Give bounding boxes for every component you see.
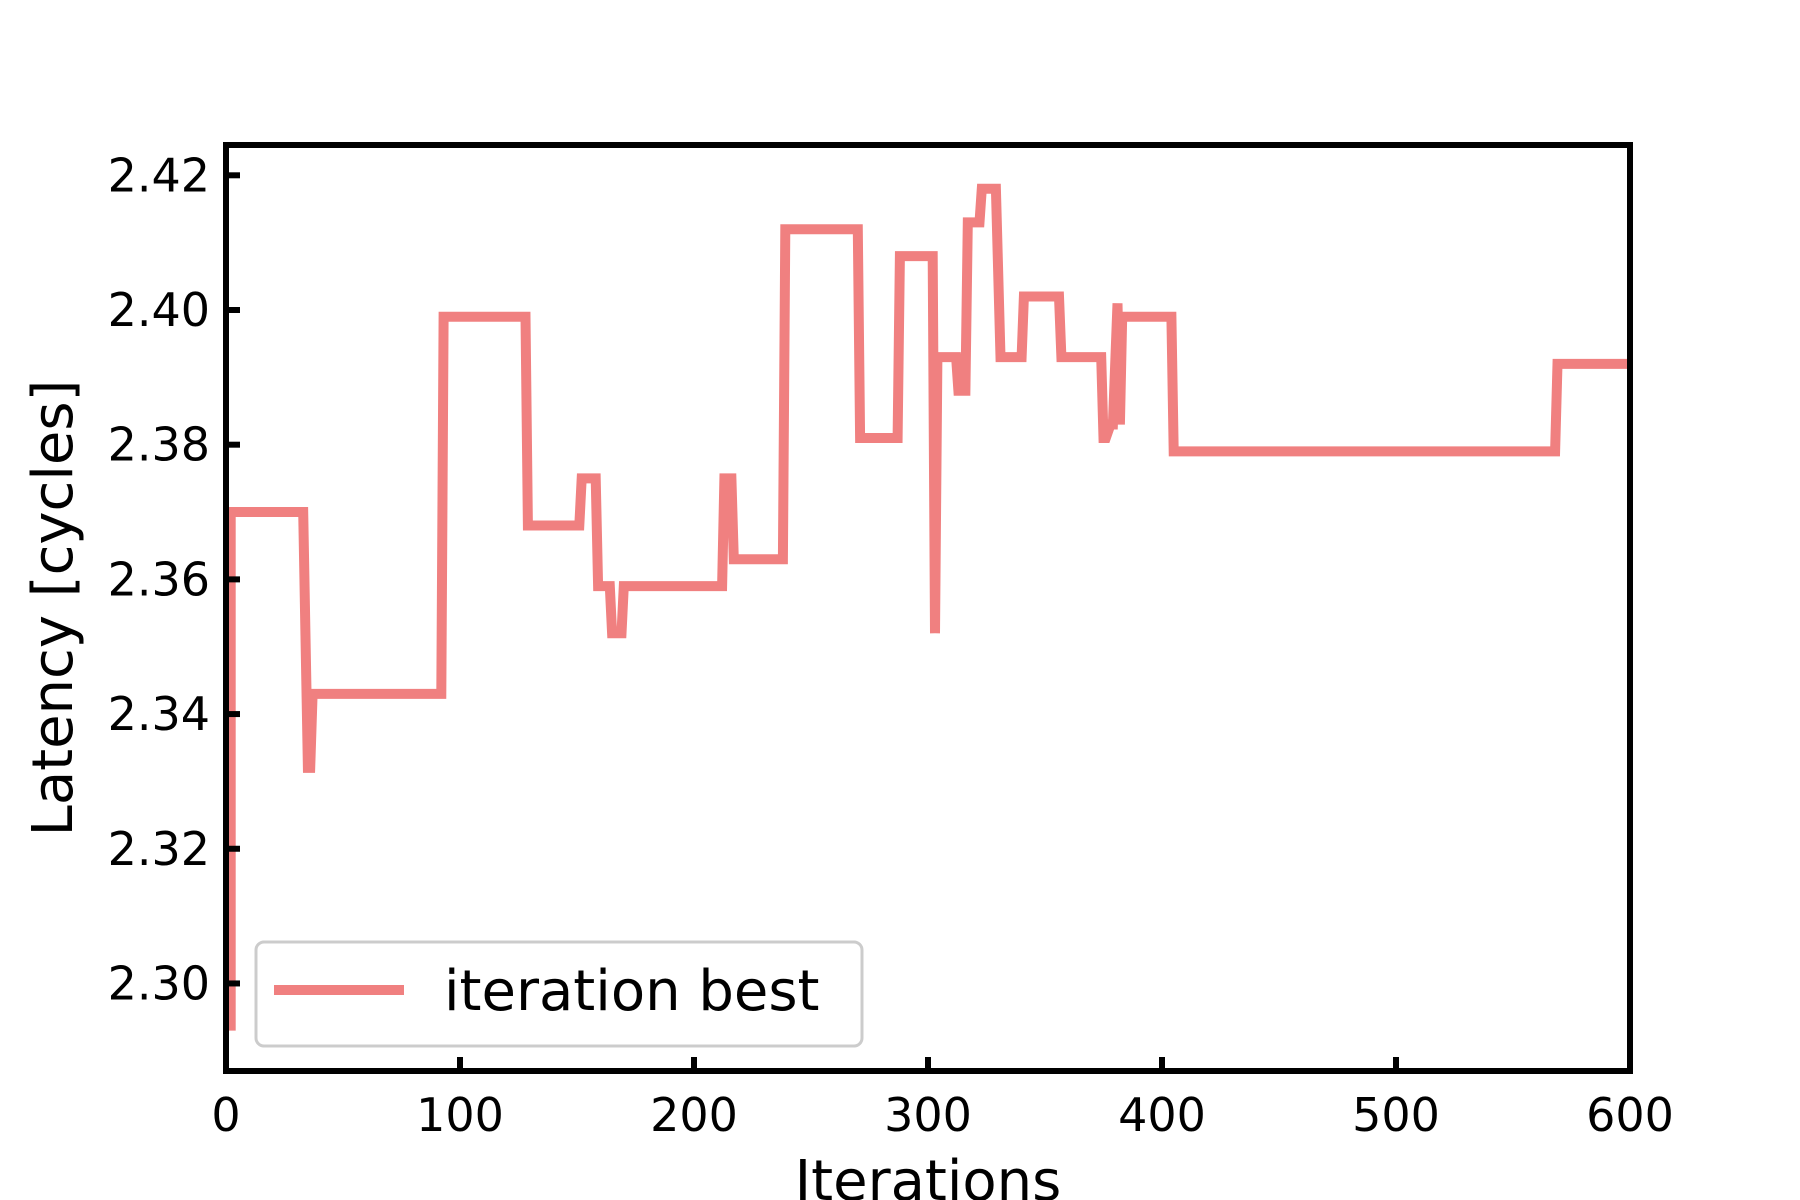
- x-tick-label: 400: [1118, 1088, 1206, 1142]
- axis-ticks: 0 100 200 300 400 500 600 2.30 2.32 2.34 2.36 2.38 2…: [108, 148, 1674, 1142]
- y-tick-label: 2.42: [108, 148, 210, 202]
- y-tick-label: 2.30: [108, 956, 210, 1010]
- legend-box: [254, 940, 864, 1048]
- y-tick-label: 2.40: [108, 283, 210, 337]
- x-tick-label: 500: [1352, 1088, 1440, 1142]
- x-tick-label: 100: [416, 1088, 504, 1142]
- y-tick-label: 2.38: [108, 418, 210, 472]
- x-tick-label: 600: [1586, 1088, 1674, 1142]
- y-tick-label: 2.34: [108, 687, 210, 741]
- x-axis-label: Iterations: [795, 1149, 1062, 1200]
- y-tick-label: 2.32: [108, 822, 210, 876]
- plot-area: [226, 183, 1630, 1031]
- y-axis-label: Latency [cycles]: [21, 380, 86, 837]
- series-line-0: [226, 183, 1630, 1031]
- x-tick-label: 0: [211, 1088, 240, 1142]
- legend-label-iteration-best: iteration best: [444, 959, 820, 1024]
- x-tick-label: 300: [884, 1088, 972, 1142]
- legend: iteration best: [254, 940, 864, 1048]
- x-tick-label: 200: [650, 1088, 738, 1142]
- y-tick-label: 2.36: [108, 552, 210, 606]
